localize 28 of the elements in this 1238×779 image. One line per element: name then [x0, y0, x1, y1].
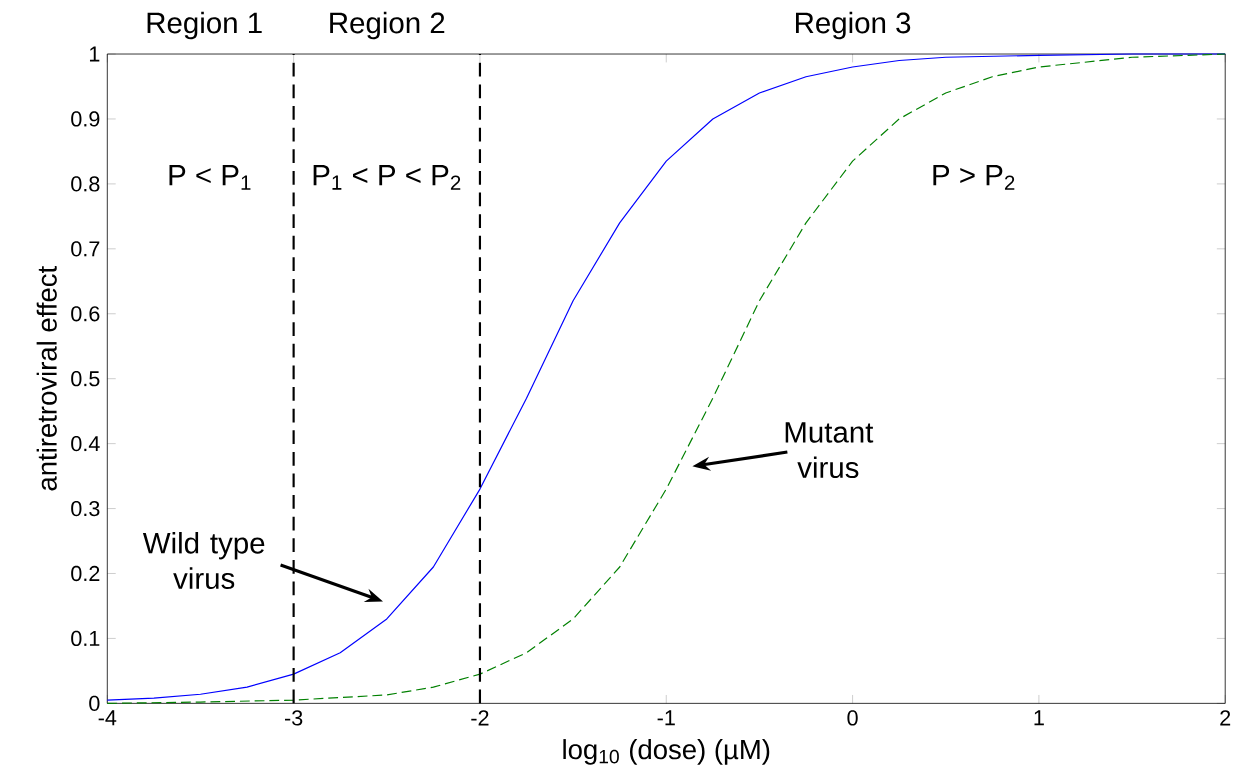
- y-tick-label: 0.1: [71, 630, 100, 647]
- annotation: P < P$_{1}$: [169, 165, 251, 190]
- x-tick-label: 1: [1034, 710, 1044, 726]
- y-tick-label: 0.7: [71, 241, 100, 257]
- y-tick-label: 0.2: [71, 565, 100, 582]
- y-tick-label: 0.3: [71, 500, 100, 517]
- y-tick-label: 0.4: [71, 436, 100, 452]
- y-tick-label: 0.9: [71, 111, 100, 127]
- x-tick-label: -4: [98, 710, 117, 726]
- x-axis-title: log$_{10}$ (dose) (µM): [563, 739, 770, 765]
- x-tick-label: -2: [471, 710, 489, 726]
- x-tick-label: 0: [847, 710, 858, 726]
- y-tick-label: 0: [89, 695, 100, 712]
- y-tick-label: 0.5: [71, 371, 100, 387]
- y-tick-label: 0.6: [71, 306, 100, 322]
- annotation: P$_{1}$ < P < P$_{2}$: [313, 164, 461, 190]
- y-tick-label: 0.8: [71, 176, 100, 192]
- text: Region 2: [330, 11, 445, 40]
- annotation: Mutant virus: [785, 422, 874, 479]
- annotation: P > P$_{2}$: [933, 164, 1015, 190]
- x-tick-label: -3: [284, 710, 303, 726]
- y-tick-label: 1: [89, 46, 100, 62]
- x-tick-label: 2: [1220, 710, 1231, 726]
- x-tick-label: -1: [657, 710, 675, 726]
- annotation: Wild type virus: [142, 532, 265, 589]
- text: Region 3: [796, 11, 911, 40]
- y-axis-title: antiretroviral effect: [36, 266, 57, 491]
- text: Region 1: [147, 11, 262, 40]
